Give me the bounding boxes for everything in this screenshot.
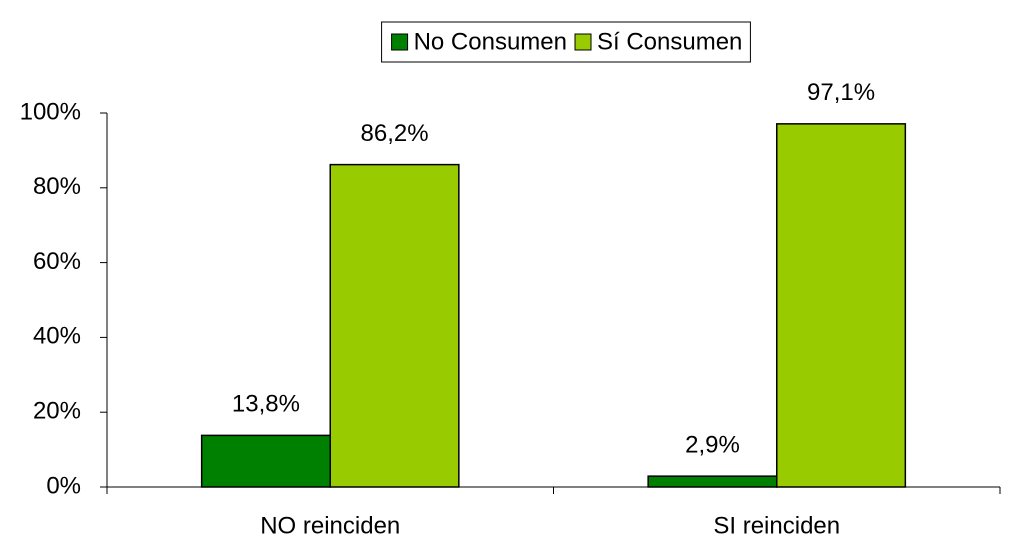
y-tick-label: 0% — [46, 472, 81, 499]
bar — [329, 163, 460, 488]
y-tick-label: 80% — [33, 173, 81, 200]
legend-label: No Consumen — [414, 28, 567, 55]
legend-label: Sí Consumen — [597, 28, 742, 55]
y-tick-label: 60% — [33, 248, 81, 275]
y-tick-label: 100% — [20, 98, 81, 125]
y-tick-label: 40% — [33, 323, 81, 350]
y-tick-label: 20% — [33, 398, 81, 425]
legend-swatch — [391, 33, 409, 51]
value-label: 13,8% — [232, 391, 300, 418]
legend-box — [381, 21, 751, 63]
bar — [200, 434, 331, 488]
value-label: 97,1% — [807, 79, 875, 106]
x-tick-label: NO reinciden — [260, 512, 400, 539]
value-label: 86,2% — [361, 120, 429, 147]
bar — [776, 123, 907, 488]
legend-swatch — [574, 33, 592, 51]
value-label: 2,9% — [685, 431, 740, 458]
bar — [647, 475, 778, 488]
x-tick-label: SI reinciden — [713, 512, 840, 539]
